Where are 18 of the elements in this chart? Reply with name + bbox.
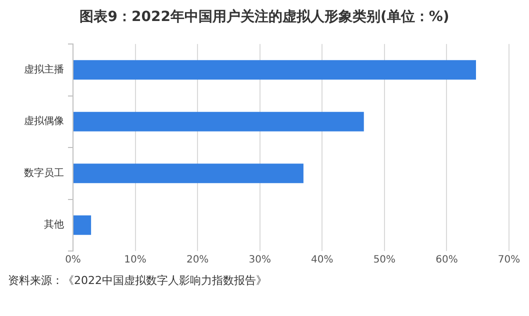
y-tick-label: 虚拟偶像	[24, 115, 64, 128]
chart-title: 图表9：2022年中国用户关注的虚拟人形象类别(单位：%)	[78, 8, 450, 26]
x-tick-label: 50%	[373, 254, 396, 266]
x-tick-label: 70%	[498, 254, 520, 266]
x-tick-label: 0%	[65, 254, 81, 266]
text: 资料来源：《2022中国虚拟数字人影响力指数报告》	[8, 273, 267, 288]
y-tick-label: 虚拟主播	[24, 63, 64, 76]
x-tick-label: 10%	[124, 254, 146, 266]
bar	[74, 60, 476, 80]
bar	[74, 112, 364, 132]
x-tick-label: 30%	[248, 254, 271, 266]
x-tick-label: 60%	[436, 254, 458, 266]
y-tick-label: 数字员工	[24, 166, 64, 179]
y-tick-label: 其他	[44, 218, 64, 231]
bar	[74, 215, 92, 235]
bar	[74, 164, 304, 184]
x-tick-label: 40%	[311, 254, 334, 266]
x-tick-label: 20%	[186, 254, 209, 266]
